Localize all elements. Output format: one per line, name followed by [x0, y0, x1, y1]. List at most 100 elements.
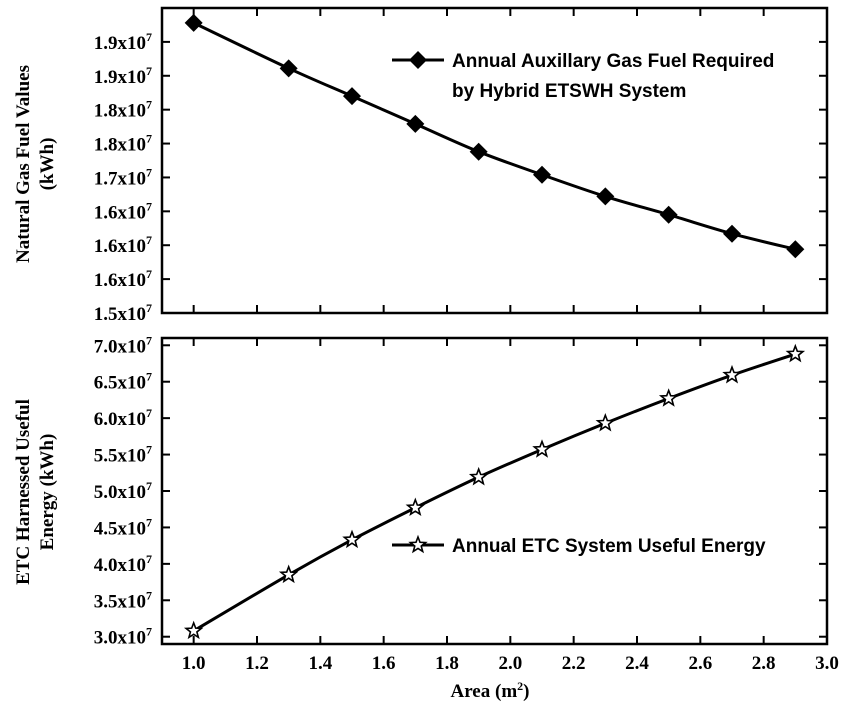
- bottom-y-tick-mantissa: 4.5x10: [94, 518, 146, 539]
- top-y-tick-exponent: 7: [146, 30, 152, 44]
- top-legend-diamond-icon: [409, 51, 427, 69]
- top-y-tick-mantissa: 1.7x10: [94, 168, 146, 189]
- bottom-y-axis-unit: Energy (kWh): [37, 434, 58, 551]
- data-point-diamond: [723, 224, 741, 243]
- bottom-panel-frame: [160, 336, 829, 646]
- top-y-tick-label: 1.6x107: [94, 233, 152, 257]
- x-tick-label: 2.6: [688, 653, 712, 674]
- bottom-y-tick-label: 3.0x107: [94, 625, 152, 649]
- bottom-y-tick-label: 6.0x107: [94, 406, 152, 430]
- bottom-y-tick-exponent: 7: [146, 625, 152, 639]
- x-tick-label: 1.8: [435, 653, 459, 674]
- top-y-tick-label: 1.9x107: [94, 64, 152, 88]
- bottom-y-axis-title: ETC Harnessed Useful: [13, 399, 34, 585]
- bottom-y-tick-mantissa: 5.5x10: [94, 446, 146, 467]
- data-point-star: [658, 388, 679, 407]
- data-point-star: [342, 529, 362, 549]
- data-point-diamond: [279, 59, 298, 78]
- top-y-tick-exponent: 7: [146, 98, 152, 112]
- bottom-y-tick-label: 7.0x107: [94, 333, 152, 357]
- bottom-legend-label: Annual ETC System Useful Energy: [452, 536, 766, 557]
- bottom-series: [183, 343, 806, 640]
- x-tick-label: 1.0: [182, 653, 206, 674]
- data-point-star: [183, 620, 204, 640]
- data-point-diamond: [184, 13, 203, 32]
- x-tick-label: 1.6: [372, 653, 396, 674]
- data-point-diamond: [659, 205, 678, 224]
- bottom-y-tick-label: 5.0x107: [94, 479, 152, 503]
- data-point-star: [468, 466, 489, 486]
- data-point-star: [532, 439, 552, 458]
- top-y-tick-label: 1.7x107: [94, 165, 152, 189]
- x-tick-label: 1.4: [308, 653, 332, 674]
- top-legend-label-line1: Annual Auxillary Gas Fuel Required: [452, 51, 774, 72]
- bottom-y-tick-label: 5.5x107: [94, 443, 152, 467]
- data-point-diamond: [596, 187, 615, 206]
- bottom-y-tick-mantissa: 3.0x10: [94, 628, 146, 649]
- data-point-star: [405, 497, 426, 517]
- top-y-tick-exponent: 7: [146, 199, 152, 213]
- bottom-series-line: [192, 352, 796, 633]
- bottom-y-tick-exponent: 7: [146, 588, 152, 602]
- x-axis-title: Area (m2): [451, 679, 530, 702]
- bottom-y-tick-label: 3.5x107: [94, 588, 152, 612]
- top-y-tick-label: 1.6x107: [94, 199, 152, 223]
- bottom-legend: Annual ETC System Useful Energy: [392, 534, 766, 557]
- x-tick-label: 1.2: [245, 653, 269, 674]
- top-y-tick-label: 1.8x107: [94, 98, 152, 122]
- top-y-tick-mantissa: 1.5x10: [94, 304, 146, 325]
- data-point-star: [785, 343, 806, 363]
- x-axis-title-text: Area (m: [451, 681, 518, 702]
- bottom-y-tick-label: 4.0x107: [94, 552, 152, 576]
- top-y-axis-title: Natural Gas Fuel Values: [13, 65, 34, 263]
- top-legend: Annual Auxillary Gas Fuel Required by Hy…: [392, 51, 774, 102]
- x-tick-label: 2.0: [498, 653, 522, 674]
- top-series-line: [193, 21, 796, 251]
- bottom-y-tick-exponent: 7: [146, 333, 152, 347]
- top-y-tick-label: 1.8x107: [94, 132, 152, 156]
- bottom-y-tick-exponent: 7: [146, 370, 152, 384]
- bottom-y-ticks: 3.0x1073.5x1074.0x1074.5x1075.0x1075.5x1…: [94, 333, 827, 649]
- top-series: [184, 13, 805, 259]
- top-y-tick-mantissa: 1.9x10: [94, 67, 146, 88]
- x-tick-label: 2.8: [752, 653, 776, 674]
- top-y-tick-label: 1.9x107: [94, 30, 152, 54]
- data-point-diamond: [786, 240, 805, 259]
- top-legend-label-line2: by Hybrid ETSWH System: [452, 81, 686, 102]
- top-y-tick-mantissa: 1.6x10: [94, 236, 146, 257]
- top-y-tick-mantissa: 1.8x10: [94, 101, 146, 122]
- bottom-legend-star-icon: [408, 534, 428, 554]
- top-y-tick-label: 1.5x107: [94, 301, 152, 325]
- top-y-tick-exponent: 7: [146, 267, 152, 281]
- data-point-diamond: [469, 142, 488, 161]
- x-ticks: 1.0 1.2 1.4 1.6 1.8 2.0 2.2 2.4 2.6 2.8 3.0: [182, 8, 839, 674]
- data-point-star: [595, 412, 616, 432]
- bottom-y-tick-exponent: 7: [146, 443, 152, 457]
- bottom-y-tick-mantissa: 6.0x10: [94, 409, 146, 430]
- bottom-y-tick-mantissa: 5.0x10: [94, 482, 146, 503]
- x-axis-title-sup: 2: [517, 679, 523, 693]
- top-panel-frame: [160, 6, 829, 315]
- x-axis-title-end: ): [523, 681, 529, 702]
- top-y-tick-mantissa: 1.8x10: [94, 135, 146, 156]
- bottom-y-tick-exponent: 7: [146, 552, 152, 566]
- data-point-star: [278, 564, 299, 584]
- data-point-diamond: [343, 87, 361, 106]
- bottom-y-tick-mantissa: 4.0x10: [94, 555, 146, 576]
- top-y-tick-exponent: 7: [146, 165, 152, 179]
- top-y-tick-exponent: 7: [146, 64, 152, 78]
- bottom-y-tick-mantissa: 6.5x10: [94, 373, 146, 394]
- bottom-y-tick-label: 4.5x107: [94, 515, 152, 539]
- top-y-tick-label: 1.6x107: [94, 267, 152, 291]
- bottom-y-tick-label: 6.5x107: [94, 370, 152, 394]
- top-y-tick-mantissa: 1.6x10: [94, 202, 146, 223]
- data-point-diamond: [406, 114, 425, 133]
- bottom-y-tick-exponent: 7: [146, 515, 152, 529]
- bottom-y-tick-mantissa: 3.5x10: [94, 591, 146, 612]
- bottom-y-tick-mantissa: 7.0x10: [94, 336, 146, 357]
- top-y-tick-exponent: 7: [146, 301, 152, 315]
- top-y-tick-exponent: 7: [146, 233, 152, 247]
- data-point-star: [722, 364, 742, 384]
- top-y-tick-mantissa: 1.9x10: [94, 33, 146, 54]
